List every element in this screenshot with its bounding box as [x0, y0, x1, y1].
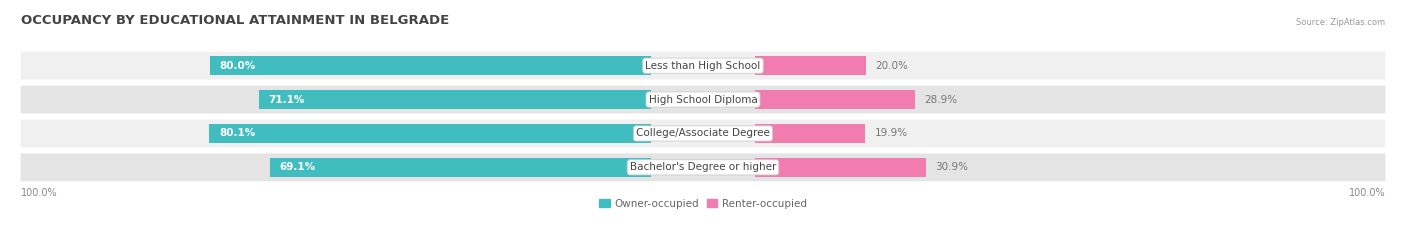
FancyBboxPatch shape: [21, 52, 1385, 79]
Bar: [270, 158, 651, 177]
Text: 80.1%: 80.1%: [219, 128, 254, 138]
Text: 30.9%: 30.9%: [935, 162, 969, 172]
Text: 69.1%: 69.1%: [280, 162, 315, 172]
Bar: [259, 90, 651, 109]
Text: Less than High School: Less than High School: [645, 61, 761, 71]
Legend: Owner-occupied, Renter-occupied: Owner-occupied, Renter-occupied: [595, 194, 811, 213]
Bar: [755, 90, 915, 109]
Text: High School Diploma: High School Diploma: [648, 95, 758, 105]
Text: 80.0%: 80.0%: [219, 61, 256, 71]
FancyBboxPatch shape: [21, 120, 1385, 147]
Bar: [209, 56, 651, 75]
Bar: [755, 124, 865, 143]
Text: Bachelor's Degree or higher: Bachelor's Degree or higher: [630, 162, 776, 172]
Text: 20.0%: 20.0%: [876, 61, 908, 71]
Bar: [755, 56, 866, 75]
Bar: [209, 124, 651, 143]
Text: 100.0%: 100.0%: [1348, 188, 1385, 198]
FancyBboxPatch shape: [21, 154, 1385, 181]
Text: Source: ZipAtlas.com: Source: ZipAtlas.com: [1296, 18, 1385, 27]
FancyBboxPatch shape: [21, 86, 1385, 113]
Text: OCCUPANCY BY EDUCATIONAL ATTAINMENT IN BELGRADE: OCCUPANCY BY EDUCATIONAL ATTAINMENT IN B…: [21, 14, 449, 27]
Text: 71.1%: 71.1%: [269, 95, 305, 105]
Text: 28.9%: 28.9%: [925, 95, 957, 105]
Bar: [755, 158, 925, 177]
Text: 19.9%: 19.9%: [875, 128, 908, 138]
Text: 100.0%: 100.0%: [21, 188, 58, 198]
Text: College/Associate Degree: College/Associate Degree: [636, 128, 770, 138]
